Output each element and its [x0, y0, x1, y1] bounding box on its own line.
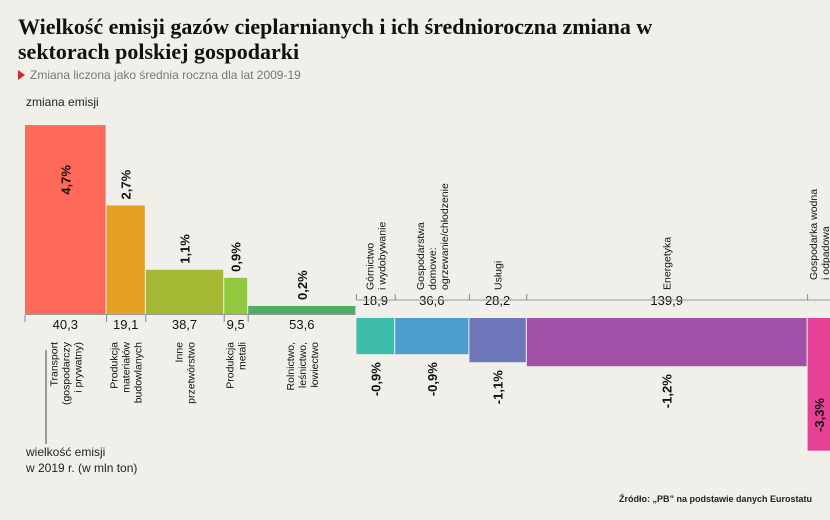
sector-label: Energetyka — [662, 237, 674, 290]
change-label: -1,2% — [660, 374, 675, 408]
sector-label: Górnictwo — [364, 243, 376, 290]
emission-axis-label-line1: wielkość emisji — [26, 445, 106, 459]
bar-5 — [248, 305, 356, 314]
sector-label: domowe: — [427, 247, 439, 290]
sector-label: Inne — [174, 342, 186, 363]
sector-label: Rolnictwo, — [285, 342, 297, 390]
bar-8 — [469, 318, 526, 363]
sector-label: łowiectwo — [309, 342, 321, 388]
emission-label: 19,1 — [113, 317, 138, 332]
sector-label: i prywatny) — [72, 342, 84, 393]
sector-label: leśnictwo, — [297, 342, 309, 388]
sector-label: i odpadowa — [820, 226, 830, 280]
sector-label: i wydobywanie — [376, 222, 388, 290]
emission-label: 40,3 — [53, 317, 78, 332]
sector-label: Gospodarstwa — [415, 222, 427, 290]
sector-label: materiałów — [121, 342, 133, 393]
change-label: -0,9% — [368, 362, 383, 396]
bar-3 — [145, 269, 224, 314]
bar-4 — [224, 277, 248, 314]
bar-9 — [526, 318, 807, 367]
sector-label: Produkcja — [109, 342, 121, 389]
bar-10 — [807, 318, 830, 451]
emission-axis-label-line2: w 2019 r. (w mln ton) — [26, 461, 138, 475]
change-label: 0,2% — [295, 270, 310, 300]
change-label: 4,7% — [58, 165, 73, 195]
subtitle-text: Zmiana liczona jako średnia roczna dla l… — [30, 68, 301, 82]
sector-label: metali — [237, 342, 249, 370]
change-axis-label: zmiana emisji — [26, 95, 99, 109]
sector-label: (gospodarczy — [60, 341, 72, 405]
bar-1 — [25, 125, 106, 314]
emission-label: 53,6 — [289, 317, 314, 332]
change-label: -1,1% — [491, 370, 506, 404]
chart-title: Wielkość emisji gazów cieplarnianych i i… — [18, 14, 653, 64]
bar-2 — [106, 205, 145, 314]
source-note: Źródło: „PB” na podstawie danych Eurosta… — [618, 494, 812, 504]
change-label: -3,3% — [812, 398, 827, 432]
sector-label: ogrzewanie/chłodzenie — [439, 183, 451, 290]
emission-label: 38,7 — [172, 317, 197, 332]
emission-axis-label: wielkość emisji w 2019 r. (w mln ton) — [26, 444, 137, 476]
bar-6 — [356, 318, 395, 355]
sector-label: Usługi — [493, 261, 505, 290]
sector-label: przetwórstwo — [186, 342, 198, 404]
triangle-marker-icon — [18, 70, 25, 80]
sector-label: Transport — [48, 342, 60, 387]
change-label: 0,9% — [229, 242, 244, 272]
sector-label: Gospodarka wodna — [808, 189, 820, 280]
chart-subtitle: Zmiana liczona jako średnia roczna dla l… — [18, 68, 301, 82]
sector-label: Produkcja — [225, 342, 237, 389]
bar-7 — [395, 318, 469, 355]
emission-label: 9,5 — [227, 317, 245, 332]
sector-label: budowlanych — [133, 342, 145, 403]
change-label: -0,9% — [425, 362, 440, 396]
change-label: 2,7% — [119, 169, 134, 199]
change-label: 1,1% — [178, 234, 193, 264]
